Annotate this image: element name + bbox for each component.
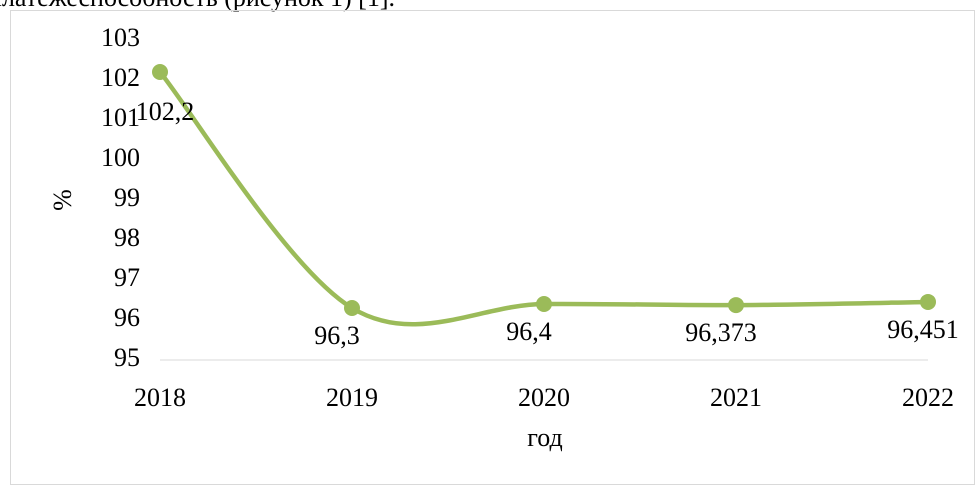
y-tick-label: 102	[101, 63, 140, 92]
y-tick-label: 95	[114, 343, 140, 372]
data-label: 96,373	[685, 318, 757, 347]
data-label: 96,451	[887, 315, 959, 344]
x-tick-label: 2019	[326, 383, 378, 412]
data-point	[920, 293, 936, 310]
y-tick-label: 99	[114, 183, 140, 212]
y-tick-label: 101	[101, 103, 140, 132]
y-axis-label: %	[48, 189, 77, 211]
x-axis-label: год	[527, 423, 563, 452]
y-tick-label: 103	[101, 23, 140, 52]
y-tick-label: 100	[101, 143, 140, 172]
data-label: 102,2	[136, 97, 195, 126]
y-tick-label: 96	[114, 303, 140, 332]
x-tick-label: 2021	[710, 383, 762, 412]
y-tick-label: 97	[114, 263, 140, 292]
data-point	[152, 64, 168, 80]
data-label: 96,3	[314, 321, 360, 350]
data-line	[157, 69, 931, 327]
x-tick-label: 2020	[518, 383, 570, 412]
data-point	[728, 297, 744, 314]
data-point	[344, 300, 360, 316]
chart-frame	[10, 10, 975, 485]
data-label: 96,4	[506, 317, 552, 346]
y-tick-label: 98	[114, 223, 140, 252]
x-tick-label: 2022	[902, 383, 954, 412]
data-point	[536, 296, 552, 312]
x-tick-label: 2018	[134, 383, 186, 412]
preceding-text: платежеспособность (рисунок 1) [1].	[0, 0, 395, 12]
